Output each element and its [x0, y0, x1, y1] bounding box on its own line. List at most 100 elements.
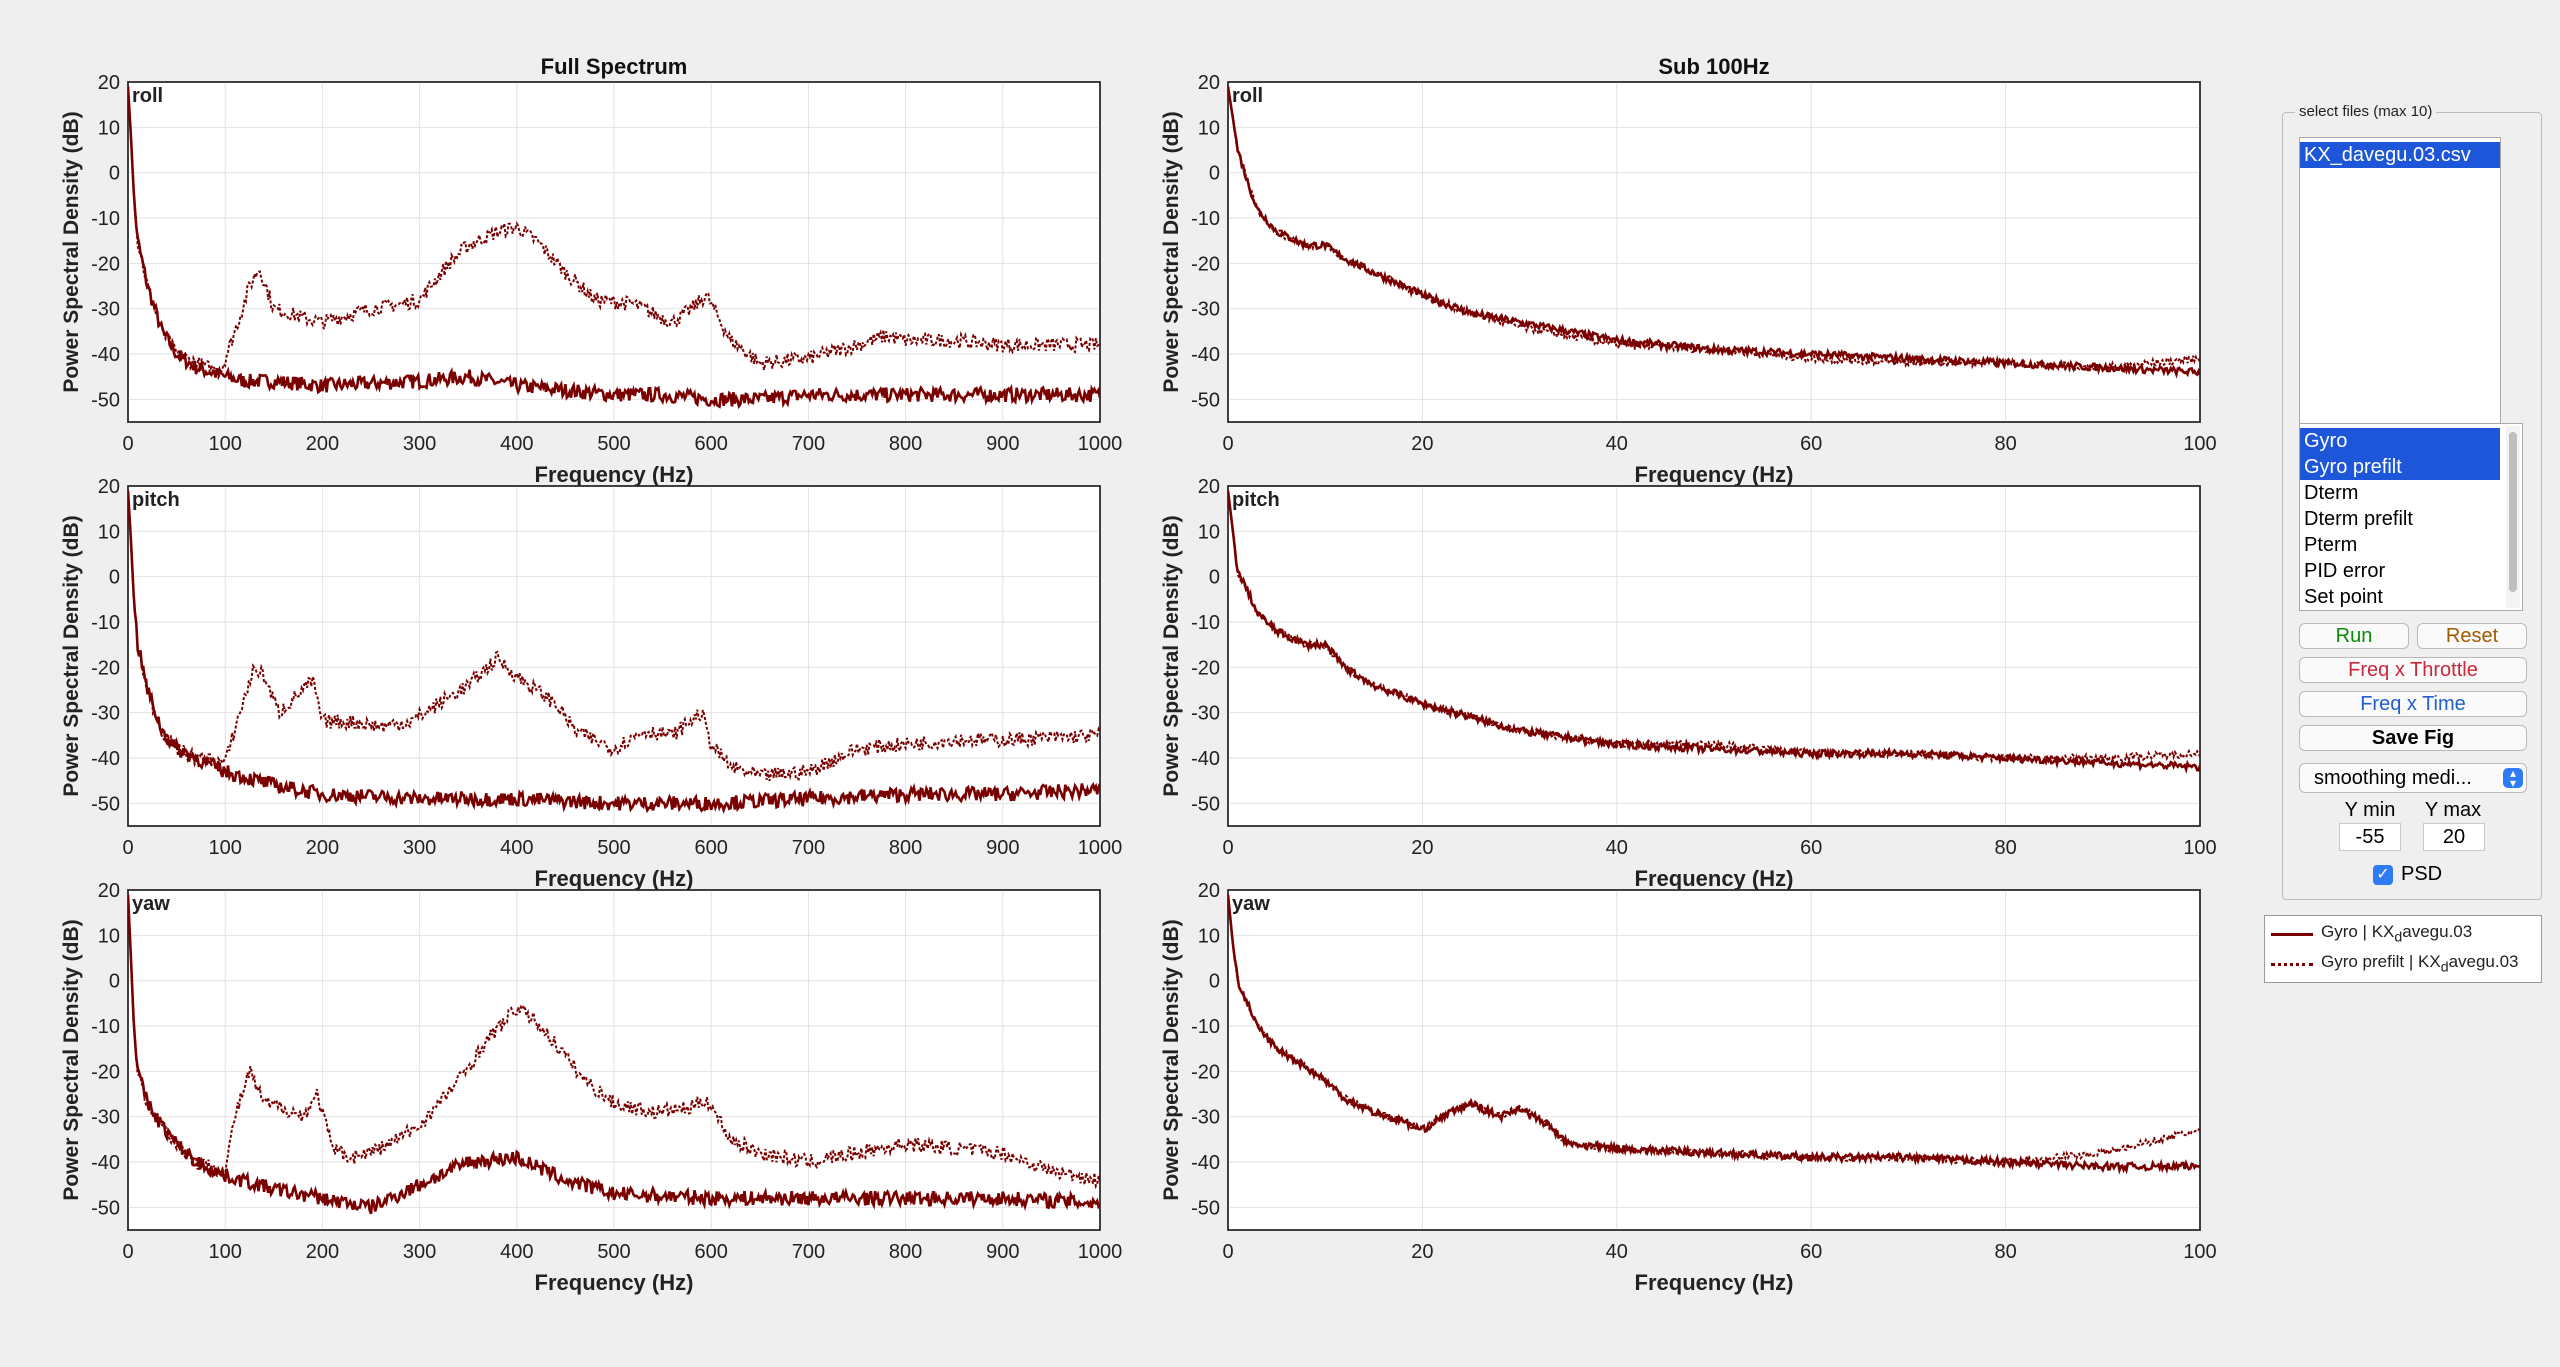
y-axis-label: Power Spectral Density (dB)	[1160, 515, 1183, 796]
y-tick-label: -30	[91, 299, 120, 321]
plot-area	[1227, 889, 2201, 1231]
y-tick-label: -10	[91, 1016, 120, 1038]
series-line-gyro-prefilt	[1228, 490, 2200, 765]
legend-prefilt-text: Gyro prefilt | KX	[2321, 952, 2441, 971]
x-tick-label: 200	[306, 837, 339, 859]
y-tick-label: -20	[91, 657, 120, 679]
x-tick-label: 900	[986, 1241, 1019, 1263]
series-line-gyro	[128, 894, 1100, 1215]
ymax-input[interactable]	[2423, 823, 2485, 851]
series-line-gyro	[128, 86, 1100, 410]
chart-title: Full Spectrum	[541, 54, 688, 79]
y-tick-label: -10	[1191, 612, 1220, 634]
x-tick-label: 40	[1606, 837, 1628, 859]
reset-button[interactable]: Reset	[2417, 623, 2527, 649]
x-tick-label: 200	[306, 433, 339, 455]
y-tick-label: 0	[109, 971, 120, 993]
x-tick-label: 400	[500, 433, 533, 455]
file-item[interactable]: KX_davegu.03.csv	[2300, 142, 2500, 168]
x-tick-label: 0	[122, 1241, 133, 1263]
y-tick-label: -50	[1191, 389, 1220, 411]
y-tick-label: -40	[91, 748, 120, 770]
scrollbar-thumb[interactable]	[2509, 432, 2517, 592]
y-tick-label: -50	[1191, 793, 1220, 815]
freq-x-throttle-button[interactable]: Freq x Throttle	[2299, 657, 2527, 683]
x-axis-label: Frequency (Hz)	[535, 1270, 694, 1295]
y-tick-label: -10	[1191, 208, 1220, 230]
signal-item-pid-error[interactable]: PID error	[2304, 560, 2386, 582]
freq-x-time-button[interactable]: Freq x Time	[2299, 691, 2527, 717]
x-tick-label: 800	[889, 1241, 922, 1263]
x-tick-label: 700	[792, 1241, 825, 1263]
control-panel: select files (max 10) KX_davegu.03.csv G…	[2282, 103, 2542, 900]
ymax-label: Y max	[2424, 799, 2482, 821]
x-tick-label: 0	[1222, 1241, 1233, 1263]
y-tick-label: 10	[1198, 521, 1220, 543]
run-button[interactable]: Run	[2299, 623, 2409, 649]
axis-name-label: pitch	[132, 489, 180, 511]
smoothing-value: smoothing medi...	[2314, 767, 2472, 789]
signal-item-pterm[interactable]: Pterm	[2304, 534, 2358, 556]
smoothing-select[interactable]: smoothing medi... ▴ ▾	[2299, 763, 2527, 793]
y-tick-label: -40	[91, 344, 120, 366]
signal-item-gyro-prefilt[interactable]: Gyro prefilt	[2300, 454, 2500, 480]
signal-item-dterm[interactable]: Dterm	[2304, 482, 2359, 504]
y-axis-label: Power Spectral Density (dB)	[60, 515, 83, 796]
psd-label: PSD	[2401, 863, 2443, 885]
y-tick-label: -20	[91, 1061, 120, 1083]
y-tick-label: -40	[1191, 1152, 1220, 1174]
signal-listbox[interactable]: Gyro Gyro prefilt Dterm Dterm prefilt Pt…	[2299, 423, 2523, 611]
ymin-input[interactable]	[2339, 823, 2401, 851]
x-tick-label: 0	[1222, 837, 1233, 859]
x-tick-label: 80	[1994, 1241, 2016, 1263]
y-axis-label: Power Spectral Density (dB)	[1160, 919, 1183, 1200]
x-tick-label: 700	[792, 837, 825, 859]
series-line-gyro	[1228, 894, 2200, 1175]
y-tick-label: -20	[1191, 253, 1220, 275]
x-tick-label: 1000	[1078, 837, 1123, 859]
x-tick-label: 800	[889, 837, 922, 859]
plot-frame	[127, 81, 1101, 423]
save-fig-button[interactable]: Save Fig	[2299, 725, 2527, 751]
axis-name-label: roll	[1232, 85, 1263, 107]
x-tick-label: 0	[1222, 433, 1233, 455]
legend-prefilt-tail: avegu.03	[2448, 952, 2519, 971]
y-tick-label: -30	[91, 1107, 120, 1129]
y-tick-label: -30	[1191, 299, 1220, 321]
signal-item-set-point[interactable]: Set point	[2304, 586, 2383, 608]
x-tick-label: 20	[1411, 433, 1433, 455]
plot-area	[1227, 485, 2201, 827]
signal-scrollbar[interactable]	[2506, 426, 2520, 608]
x-tick-label: 500	[597, 1241, 630, 1263]
psd-checkbox[interactable]: ✓	[2373, 865, 2393, 885]
plot-area	[1227, 81, 2201, 423]
x-tick-label: 900	[986, 837, 1019, 859]
y-tick-label: -50	[91, 1197, 120, 1219]
y-tick-label: -30	[91, 703, 120, 725]
panel-title: select files (max 10)	[2295, 103, 2437, 120]
y-tick-label: 20	[98, 72, 120, 94]
x-tick-label: 100	[2183, 1241, 2216, 1263]
x-tick-label: 20	[1411, 837, 1433, 859]
y-tick-label: -10	[91, 208, 120, 230]
x-tick-label: 100	[2183, 433, 2216, 455]
x-tick-label: 60	[1800, 837, 1822, 859]
plot-frame	[127, 485, 1101, 827]
file-listbox[interactable]: KX_davegu.03.csv	[2299, 137, 2501, 429]
x-tick-label: 700	[792, 433, 825, 455]
y-tick-label: 10	[1198, 117, 1220, 139]
x-tick-label: 200	[306, 1241, 339, 1263]
signal-item-gyro[interactable]: Gyro	[2300, 428, 2500, 454]
x-axis-label: Frequency (Hz)	[535, 866, 694, 891]
y-tick-label: -10	[1191, 1016, 1220, 1038]
x-tick-label: 20	[1411, 1241, 1433, 1263]
series-line-gyro-prefilt	[128, 86, 1100, 381]
x-tick-label: 1000	[1078, 433, 1123, 455]
y-tick-label: -40	[1191, 344, 1220, 366]
y-tick-label: 0	[1209, 567, 1220, 589]
x-tick-label: 100	[209, 1241, 242, 1263]
legend-line-dotted	[2271, 963, 2313, 966]
signal-item-dterm-prefilt[interactable]: Dterm prefilt	[2304, 508, 2413, 530]
y-tick-label: -40	[1191, 748, 1220, 770]
chevron-updown-icon: ▴ ▾	[2503, 767, 2523, 789]
